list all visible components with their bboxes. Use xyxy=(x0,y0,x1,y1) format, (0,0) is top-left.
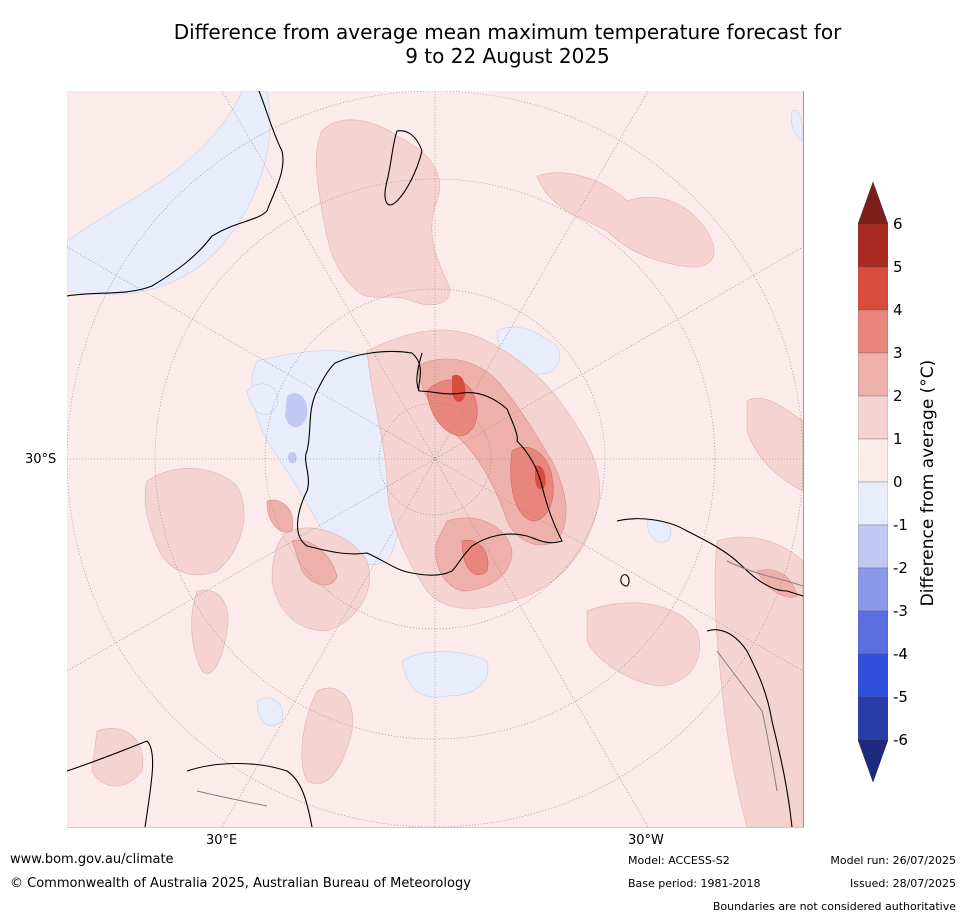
map-title: Difference from average mean maximum tem… xyxy=(0,20,965,68)
colorbar-tick-label: -5 xyxy=(893,688,908,706)
colorbar-tick-label: -2 xyxy=(893,559,908,577)
colorbar-band xyxy=(858,309,888,354)
colorbar-extend-high xyxy=(858,182,888,225)
cool-anomaly-regions xyxy=(67,91,803,726)
colorbar-band xyxy=(858,653,888,698)
colorbar-tick-label: -6 xyxy=(893,731,908,749)
cool-anomaly-deep xyxy=(285,393,308,464)
map-panel[interactable] xyxy=(67,91,804,828)
title-line-2: 9 to 22 August 2025 xyxy=(405,44,610,68)
issued-label: Issued: 28/07/2025 xyxy=(849,877,956,890)
colorbar-tick-label: 3 xyxy=(893,344,903,362)
polar-map xyxy=(67,91,803,827)
lon-label-30w: 30°W xyxy=(628,833,664,848)
colorbar-tick-label: -1 xyxy=(893,516,908,534)
colorbar-band xyxy=(858,352,888,397)
colorbar-band xyxy=(858,567,888,612)
colorbar-tick-label: -3 xyxy=(893,602,908,620)
colorbar-tick-label: 1 xyxy=(893,430,903,448)
colorbar-band xyxy=(858,524,888,569)
colorbar-tick-label: 2 xyxy=(893,387,903,405)
colorbar-band xyxy=(858,610,888,655)
colorbar-tick-label: 4 xyxy=(893,301,903,319)
model-run-label: Model run: 26/07/2025 xyxy=(830,854,956,867)
website-link[interactable]: www.bom.gov.au/climate xyxy=(10,852,174,867)
colorbar-tick-label: 6 xyxy=(893,215,903,233)
colorbar-band xyxy=(858,266,888,311)
copyright-notice: © Commonwealth of Australia 2025, Austra… xyxy=(10,876,471,891)
colorbar-extend-low xyxy=(858,739,888,782)
lon-label-30e: 30°E xyxy=(206,833,238,848)
colorbar-band xyxy=(858,438,888,483)
disclaimer-note: Boundaries are not considered authoritat… xyxy=(712,900,956,913)
colorbar-title: Difference from average (°C) xyxy=(918,359,938,607)
lat-label-30s: 30°S xyxy=(25,452,57,467)
title-line-1: Difference from average mean maximum tem… xyxy=(173,20,842,44)
colorbar-band xyxy=(858,223,888,268)
colorbar-band xyxy=(858,481,888,526)
coastlines xyxy=(67,91,803,827)
model-label: Model: ACCESS-S2 xyxy=(628,854,730,867)
graticule xyxy=(67,91,803,827)
colorbar-tick-label: -4 xyxy=(893,645,908,663)
colorbar xyxy=(858,182,888,782)
colorbar-tick-label: 0 xyxy=(893,473,903,491)
base-period-label: Base period: 1981-2018 xyxy=(628,877,761,890)
boundaries xyxy=(196,560,803,807)
colorbar-tick-label: 5 xyxy=(893,258,903,276)
colorbar-band xyxy=(858,395,888,440)
colorbar-band xyxy=(858,696,888,741)
